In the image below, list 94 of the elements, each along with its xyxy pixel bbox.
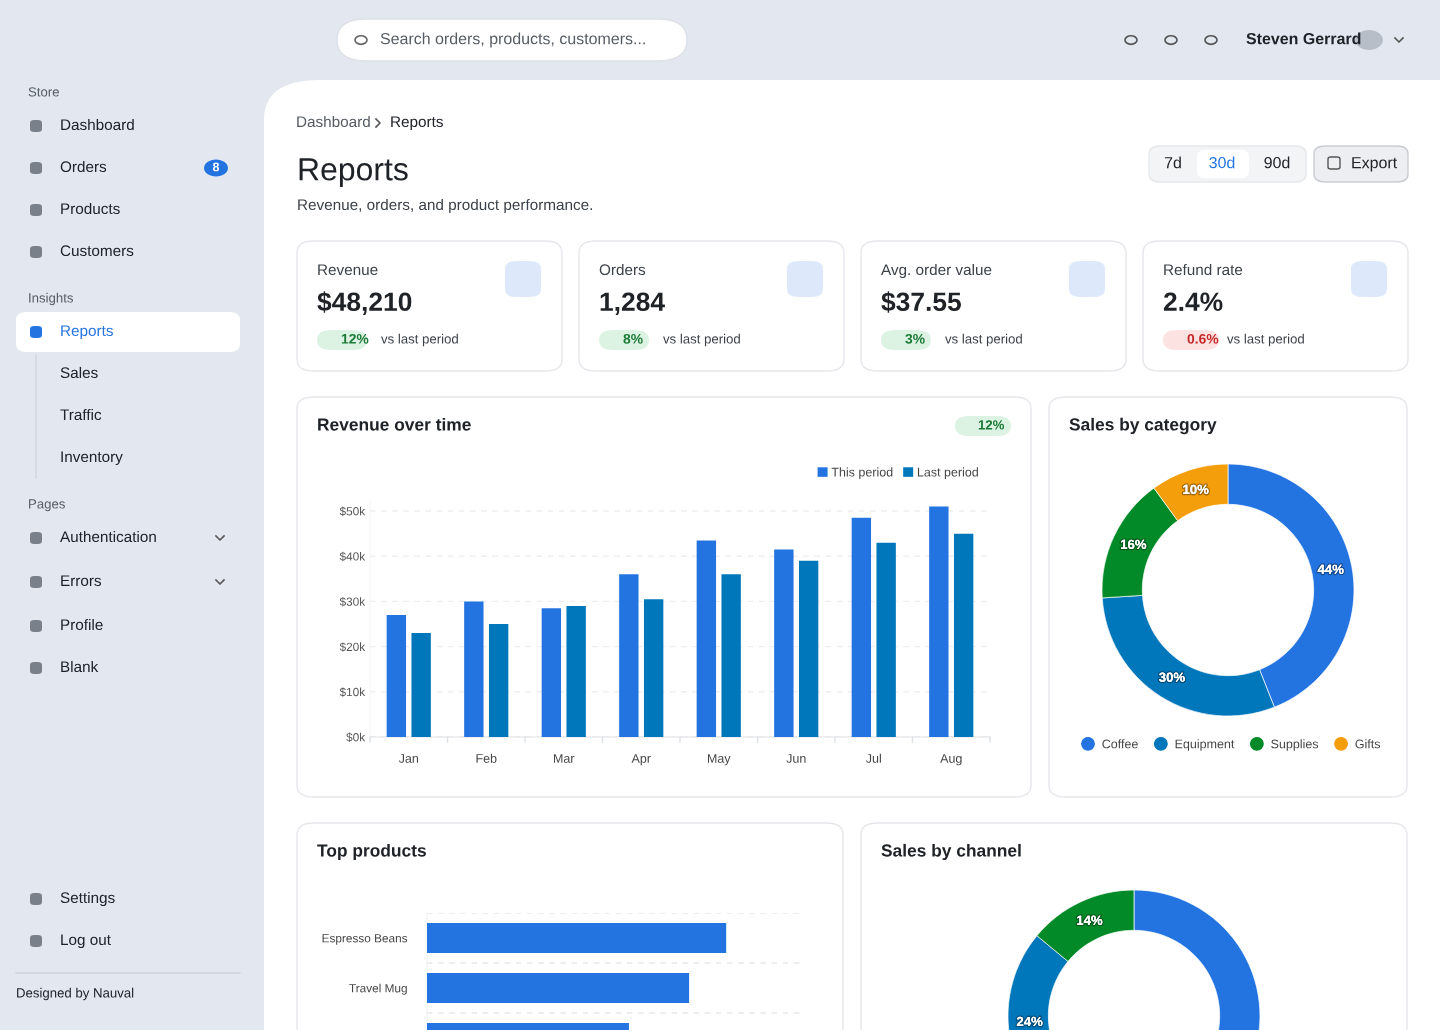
y-tick-label: $10k	[339, 687, 366, 697]
text: 8%	[623, 333, 643, 344]
x-tick-label: Jun	[786, 754, 806, 763]
data-label: 24%	[1016, 1016, 1043, 1027]
text: Settings	[60, 891, 115, 907]
text: Products	[61, 202, 120, 215]
text: Orders	[599, 263, 646, 276]
text: Store	[28, 87, 59, 97]
text: Revenue, orders, and product performance.	[298, 198, 592, 214]
x-tick-label: May	[707, 754, 731, 766]
text: Blank	[61, 660, 99, 673]
text: vs last period	[945, 333, 1022, 347]
y-tick-label: $50k	[339, 506, 366, 517]
bar	[411, 633, 431, 737]
x-tick-label: Jul	[865, 753, 881, 763]
data-label: 16%	[1121, 539, 1147, 550]
text: 12%	[341, 333, 369, 344]
bar	[953, 533, 974, 737]
bar	[876, 542, 896, 737]
bar	[798, 560, 819, 737]
text: 12%	[978, 420, 1005, 430]
text: vs last period	[663, 333, 740, 347]
text: Errors	[61, 575, 102, 587]
bar	[488, 624, 509, 737]
text: Avg. order value	[881, 263, 992, 279]
text: Profile	[61, 618, 103, 631]
data-label: 14%	[1077, 915, 1103, 925]
bar	[464, 601, 484, 737]
text: vs last period	[1227, 333, 1304, 347]
text: Refund rate	[1164, 263, 1243, 276]
text: Inventory	[61, 451, 123, 466]
x-tick-label: Mar	[554, 754, 575, 763]
text: 7d	[1164, 156, 1181, 169]
y-tick-label: $0k	[346, 732, 366, 743]
x-tick-label: Jan	[398, 754, 419, 763]
text: 30d	[1209, 156, 1235, 169]
text: 0.6%	[1187, 333, 1219, 344]
text: Reports	[299, 158, 408, 187]
data-label: 44%	[1317, 564, 1344, 574]
text: Designed by Nauval	[17, 987, 134, 1001]
text: 3%	[905, 333, 925, 344]
y-tick-label: $20k	[339, 642, 366, 652]
text: 1,284	[600, 292, 665, 315]
text: 2.4%	[1163, 292, 1223, 312]
text: Traffic	[60, 408, 102, 421]
y-tick-label: $30k	[339, 596, 366, 607]
text: Search orders, products, customers...	[380, 32, 645, 48]
text: Authentication	[60, 530, 156, 543]
bar	[721, 574, 741, 737]
legend-label: Coffee	[1102, 739, 1138, 749]
text: Export	[1352, 157, 1398, 172]
x-tick-label: Aug	[940, 754, 962, 766]
text: Steven Gerrard	[1246, 32, 1361, 45]
legend-label: This period	[831, 467, 893, 479]
text: Sales	[60, 366, 98, 379]
data-label: 10%	[1183, 484, 1209, 495]
text: Orders	[60, 160, 107, 173]
bar	[643, 599, 664, 737]
chart-title: Sales by channel	[881, 843, 1021, 861]
bar	[541, 608, 562, 737]
text: Pages	[29, 499, 65, 512]
legend-label: Gifts	[1355, 739, 1381, 749]
x-tick-label: Apr	[631, 754, 651, 766]
text: 90d	[1264, 156, 1290, 169]
text: 8	[212, 162, 220, 172]
text: Revenue	[318, 264, 378, 276]
y-tick-label: Travel Mug	[349, 983, 407, 995]
text: Log out	[61, 934, 111, 949]
text: Customers	[60, 245, 134, 257]
bar	[696, 540, 717, 737]
y-tick-label: Espresso Beans	[322, 934, 408, 945]
data-label: 30%	[1159, 672, 1185, 682]
text: Dashboard	[297, 115, 370, 128]
bar	[851, 517, 872, 737]
bar	[774, 549, 794, 737]
text: Reports	[61, 325, 113, 340]
legend-label: Supplies	[1271, 739, 1319, 751]
chart-title: Sales by category	[1069, 417, 1217, 435]
y-tick-label: $40k	[339, 551, 366, 562]
bar	[929, 506, 949, 737]
bar	[386, 614, 407, 737]
text: $37.55	[881, 291, 961, 313]
text: vs last period	[381, 333, 458, 347]
text: Reports	[391, 116, 443, 131]
text: Insights	[29, 292, 73, 306]
text: Dashboard	[61, 118, 134, 131]
legend-label: Equipment	[1175, 739, 1235, 751]
bar	[566, 605, 586, 737]
legend-label: Last period	[917, 467, 978, 479]
chart-title: Top products	[317, 843, 426, 861]
text: $48,210	[317, 291, 412, 315]
chart-title: Revenue over time	[318, 417, 471, 431]
x-tick-label: Feb	[476, 753, 497, 763]
bar	[619, 574, 639, 737]
